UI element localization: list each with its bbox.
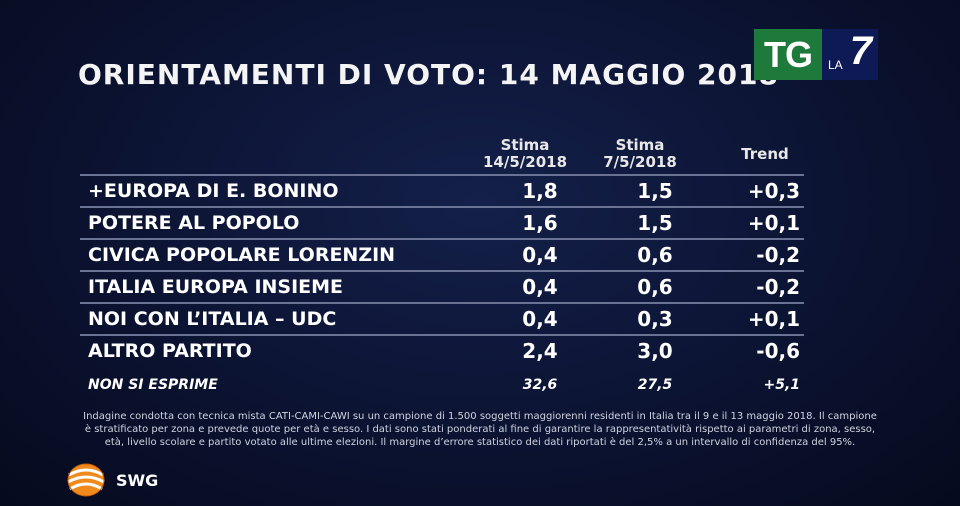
row-separator — [80, 174, 804, 176]
trend-value: -0,2 — [756, 275, 800, 299]
swg-brand-name: SWG — [116, 470, 159, 490]
estimate-7-may: 0,6 — [637, 275, 673, 299]
la7-logo: LA 7 — [822, 29, 878, 80]
party-name: +EUROPA DI E. BONINO — [88, 180, 339, 202]
estimate-14-may: 2,4 — [522, 339, 558, 363]
estimate-7-may: 0,6 — [637, 243, 673, 267]
table-row: ALTRO PARTITO 2,4 3,0 -0,6 — [80, 337, 804, 365]
party-name: NON SI ESPRIME — [88, 377, 218, 393]
column-header-stima-7: Stima 7/5/2018 — [585, 137, 695, 171]
la-logo-text: LA — [828, 58, 843, 72]
column-header-line1: Stima — [500, 136, 550, 154]
column-header-stima-14: Stima 14/5/2018 — [470, 137, 580, 171]
trend-value: +0,3 — [747, 179, 800, 203]
trend-value: +0,1 — [747, 211, 800, 235]
globe-icon — [67, 463, 105, 497]
estimate-7-may: 3,0 — [637, 339, 673, 363]
column-header-line1: Stima — [615, 136, 665, 154]
tg-la7-logo: TG LA 7 — [754, 29, 878, 80]
party-name: ALTRO PARTITO — [88, 340, 252, 362]
table-row: ITALIA EUROPA INSIEME 0,4 0,6 -0,2 — [80, 273, 804, 301]
party-name: ITALIA EUROPA INSIEME — [88, 276, 344, 298]
trend-value: +5,1 — [763, 377, 800, 393]
seven-logo-text: 7 — [849, 29, 872, 73]
column-header-line1: Trend — [741, 145, 789, 163]
row-separator — [80, 270, 804, 272]
table-row: NON SI ESPRIME 32,6 27,5 +5,1 — [80, 371, 804, 399]
estimate-14-may: 1,8 — [522, 179, 558, 203]
party-name: POTERE AL POPOLO — [88, 212, 300, 234]
methodology-note: Indagine condotta con tecnica mista CATI… — [83, 411, 877, 448]
trend-value: -0,2 — [756, 243, 800, 267]
column-header-line2: 14/5/2018 — [482, 153, 568, 171]
estimate-14-may: 0,4 — [522, 243, 558, 267]
table-row: CIVICA POPOLARE LORENZIN 0,4 0,6 -0,2 — [80, 241, 804, 269]
trend-value: +0,1 — [747, 307, 800, 331]
estimate-7-may: 1,5 — [637, 211, 673, 235]
row-separator — [80, 302, 804, 304]
tg-logo-text: TG — [754, 29, 822, 80]
estimate-14-may: 1,6 — [522, 211, 558, 235]
row-separator — [80, 238, 804, 240]
estimate-14-may: 32,6 — [522, 377, 558, 393]
column-header-trend: Trend — [725, 146, 805, 163]
column-header-line2: 7/5/2018 — [603, 153, 677, 171]
estimate-14-may: 0,4 — [522, 307, 558, 331]
table-row: NOI CON L’ITALIA – UDC 0,4 0,3 +0,1 — [80, 305, 804, 333]
estimate-7-may: 27,5 — [637, 377, 673, 393]
estimate-7-may: 1,5 — [637, 179, 673, 203]
party-name: NOI CON L’ITALIA – UDC — [88, 308, 337, 330]
party-name: CIVICA POPOLARE LORENZIN — [88, 244, 396, 266]
table-row: +EUROPA DI E. BONINO 1,8 1,5 +0,3 — [80, 177, 804, 205]
estimate-14-may: 0,4 — [522, 275, 558, 299]
table-row: POTERE AL POPOLO 1,6 1,5 +0,1 — [80, 209, 804, 237]
trend-value: -0,6 — [756, 339, 800, 363]
page-title: ORIENTAMENTI DI VOTO: 14 MAGGIO 2018 — [78, 58, 779, 91]
estimate-7-may: 0,3 — [637, 307, 673, 331]
swg-brand: SWG — [64, 461, 158, 499]
row-separator — [80, 206, 804, 208]
row-separator — [80, 334, 804, 336]
